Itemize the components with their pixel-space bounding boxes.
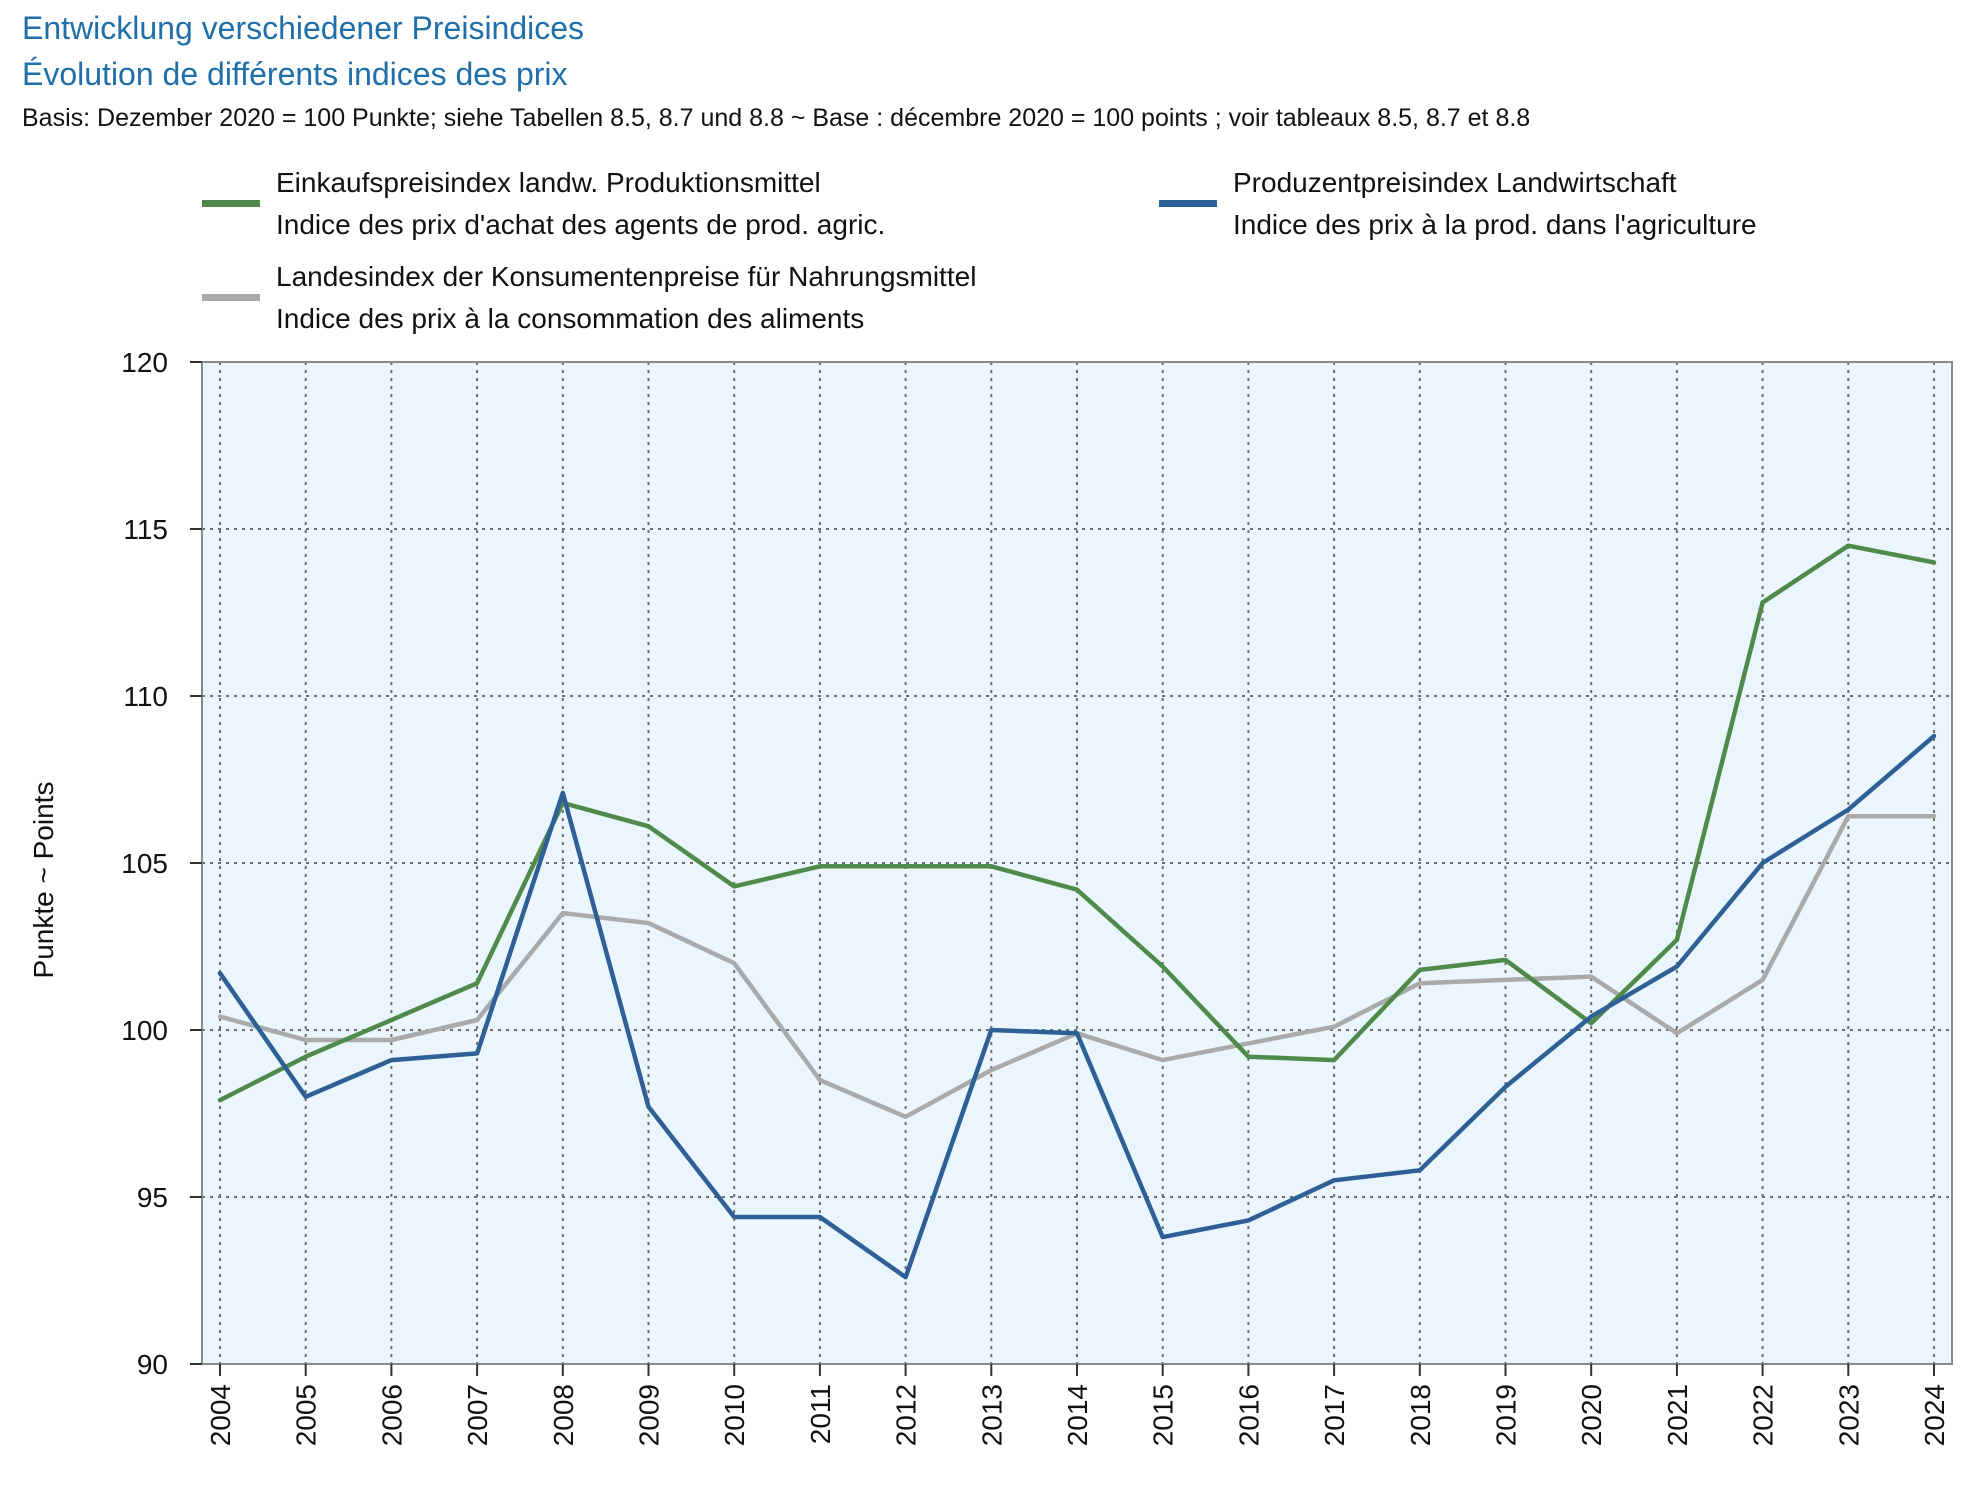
series-line-1 bbox=[217, 733, 1937, 1280]
x-tick-label: 2019 bbox=[1491, 1384, 1522, 1446]
legend-label-german: Einkaufspreisindex landw. Produktionsmit… bbox=[276, 167, 821, 198]
x-tick-label: 2021 bbox=[1662, 1384, 1693, 1446]
x-tick-label: 2007 bbox=[462, 1384, 493, 1446]
legend-swatch-consumer-food-prices bbox=[202, 294, 260, 301]
x-tick-label: 2005 bbox=[291, 1384, 322, 1446]
x-tick-label: 2018 bbox=[1405, 1384, 1436, 1446]
x-tick-label: 2010 bbox=[719, 1384, 750, 1446]
series-line-0 bbox=[217, 543, 1937, 1103]
x-tick-label: 2015 bbox=[1148, 1384, 1179, 1446]
y-tick-label: 95 bbox=[137, 1182, 168, 1213]
legend-item-input-prices: Einkaufspreisindex landw. Produktionsmit… bbox=[202, 162, 886, 246]
x-tick-label: 2017 bbox=[1319, 1384, 1350, 1446]
x-tick-label: 2020 bbox=[1576, 1384, 1607, 1446]
legend-label-german: Landesindex der Konsumentenpreise für Na… bbox=[276, 261, 977, 292]
chart-title-german: Entwicklung verschiedener Preisindices bbox=[22, 10, 585, 46]
x-tick-label: 2013 bbox=[976, 1384, 1007, 1446]
legend-label-french: Indice des prix à la consommation des al… bbox=[276, 303, 865, 334]
x-tick-label: 2009 bbox=[634, 1384, 665, 1446]
legend-label-french: Indice des prix à la prod. dans l'agricu… bbox=[1233, 209, 1757, 240]
legend: Einkaufspreisindex landw. Produktionsmit… bbox=[0, 0, 1980, 360]
x-tick-label: 2024 bbox=[1919, 1384, 1950, 1446]
x-tick-label: 2012 bbox=[891, 1384, 922, 1446]
legend-swatch-input-prices bbox=[202, 200, 260, 207]
legend-swatch-producer-prices bbox=[1159, 200, 1217, 207]
x-tick-label: 2016 bbox=[1233, 1384, 1264, 1446]
x-tick-label: 2023 bbox=[1833, 1384, 1864, 1446]
x-tick-label: 2004 bbox=[205, 1384, 236, 1446]
y-tick-label: 110 bbox=[123, 681, 168, 712]
x-tick-label: 2011 bbox=[805, 1384, 836, 1444]
legend-item-consumer-food-prices: Landesindex der Konsumentenpreise für Na… bbox=[202, 256, 977, 340]
y-tick-label: 120 bbox=[121, 347, 168, 378]
y-tick-label: 100 bbox=[121, 1015, 168, 1046]
legend-label-french: Indice des prix d'achat des agents de pr… bbox=[276, 209, 886, 240]
y-tick-label: 90 bbox=[137, 1349, 168, 1380]
legend-label-german: Produzentpreisindex Landwirtschaft bbox=[1233, 167, 1677, 198]
y-tick-label: 115 bbox=[123, 514, 168, 545]
x-tick-label: 2022 bbox=[1748, 1384, 1779, 1446]
x-tick-label: 2006 bbox=[376, 1384, 407, 1446]
x-tick-label: 2014 bbox=[1062, 1384, 1093, 1446]
y-tick-label: 105 bbox=[121, 848, 168, 879]
chart-subtitle: Basis: Dezember 2020 = 100 Punkte; siehe… bbox=[22, 104, 1531, 132]
x-tick-label: 2008 bbox=[548, 1384, 579, 1446]
chart-title-french: Évolution de différents indices des prix bbox=[22, 56, 568, 92]
legend-item-producer-prices: Produzentpreisindex Landwirtschaft Indic… bbox=[1159, 162, 1757, 246]
